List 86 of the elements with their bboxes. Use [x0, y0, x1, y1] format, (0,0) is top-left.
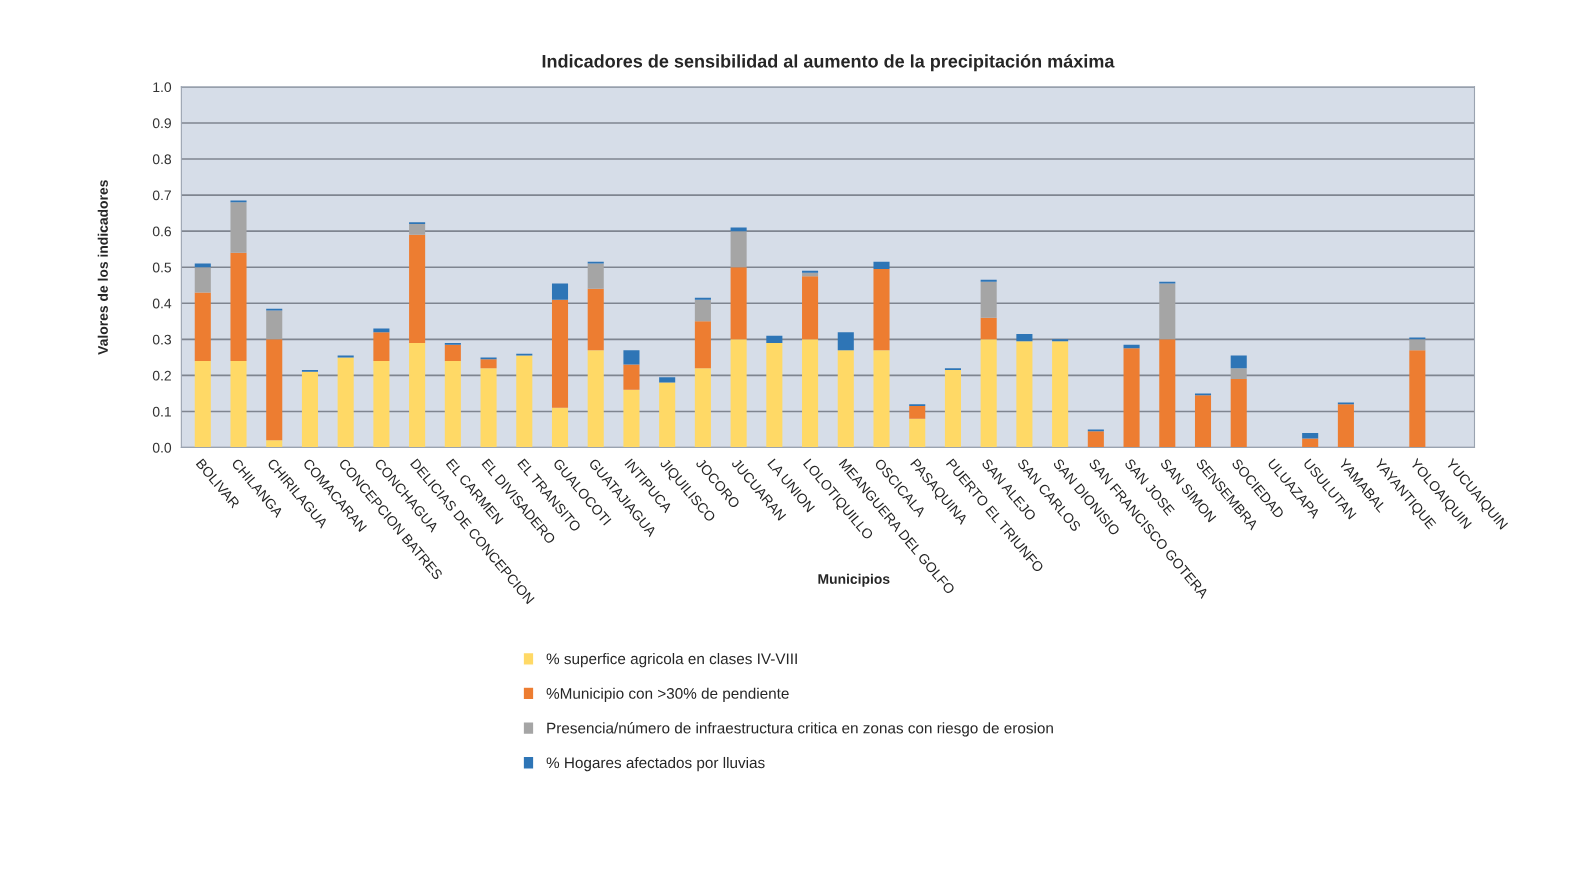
bar: [551, 299, 569, 408]
bar: [623, 350, 640, 365]
bar: [1302, 433, 1319, 439]
y-tick-label: 0.7: [152, 190, 171, 201]
y-tick-label: 0.5: [152, 262, 172, 273]
bar: [1409, 339, 1426, 351]
bar: [409, 223, 426, 235]
y-tick-label: 0.9: [152, 118, 171, 129]
y-axis-title: Valores de los indicadores: [97, 180, 108, 355]
bar: [1016, 341, 1033, 448]
y-tick-label: 0.3: [152, 334, 172, 345]
bar: [516, 355, 533, 448]
bar: [980, 317, 997, 340]
bar: [1016, 333, 1033, 342]
y-tick-label: 1.0: [153, 82, 172, 93]
bar: [194, 360, 211, 448]
bar: [1052, 341, 1069, 448]
bar: [837, 332, 854, 351]
bar: [980, 281, 997, 318]
bar: [623, 364, 640, 390]
bar: [730, 339, 747, 448]
bar: [1194, 395, 1212, 448]
bar: [587, 263, 604, 289]
bar: [444, 344, 461, 361]
x-axis-title: Municipios: [818, 573, 890, 587]
legend-label: % Hogares afectados por lluvias: [546, 756, 765, 772]
bar: [802, 276, 819, 340]
bar: [837, 350, 854, 448]
bar: [1087, 431, 1104, 448]
y-tick-label: 0.1: [152, 406, 171, 417]
bar: [1123, 348, 1140, 448]
bar: [980, 339, 997, 448]
bar: [623, 389, 640, 448]
bar: [873, 261, 890, 270]
bar: [230, 202, 247, 253]
bar: [551, 283, 569, 300]
bar: [873, 350, 890, 448]
bar: [551, 407, 569, 448]
bar: [730, 231, 747, 268]
y-tick-label: 0.0: [152, 442, 172, 453]
bar: [1337, 404, 1354, 448]
bar: [230, 252, 247, 361]
bar: [1409, 350, 1426, 448]
y-tick-label: 0.8: [152, 154, 172, 165]
bar: [944, 370, 961, 448]
bar: [730, 267, 747, 340]
legend-label: Presencia/número de infraestructura critica en zonas con riesgo de erosion: [547, 722, 1053, 737]
y-tick-label: 0.2: [152, 370, 171, 381]
bar: [301, 371, 318, 448]
bar: [480, 359, 497, 369]
bar: [266, 440, 283, 448]
bar: [694, 368, 711, 448]
bar: [909, 406, 926, 419]
bar: [587, 288, 604, 351]
bar: [409, 342, 426, 448]
bar: [409, 234, 426, 343]
bar: [337, 357, 354, 448]
bar: [766, 335, 783, 343]
legend-label: %Municipio con >30% de pendiente: [546, 687, 789, 702]
bar: [659, 382, 676, 448]
bar: [194, 267, 211, 293]
bar: [266, 310, 283, 340]
bar: [230, 360, 247, 448]
bar: [1230, 379, 1247, 448]
y-tick-label: 0.6: [152, 226, 172, 237]
bar: [766, 342, 783, 448]
bar: [480, 368, 497, 448]
bar: [266, 339, 283, 441]
bar: [587, 350, 604, 448]
chart-title: Indicadores de sensibilidad al aumento de la precipitación máxima: [542, 54, 1115, 72]
bar: [694, 299, 711, 322]
y-tick-label: 0.4: [152, 298, 172, 309]
bar: [873, 269, 890, 351]
legend-label: % superfice agricola en clases IV-VIII: [546, 653, 797, 668]
bar: [373, 332, 390, 361]
bar: [444, 360, 461, 448]
bar: [802, 339, 819, 448]
bar: [694, 321, 711, 369]
bar: [1159, 339, 1176, 448]
bar: [1159, 283, 1176, 340]
bar: [909, 418, 926, 448]
bar: [1230, 355, 1247, 369]
bar: [659, 377, 676, 383]
bar: [373, 360, 390, 448]
bar: [194, 292, 211, 361]
bar: [1230, 368, 1247, 380]
